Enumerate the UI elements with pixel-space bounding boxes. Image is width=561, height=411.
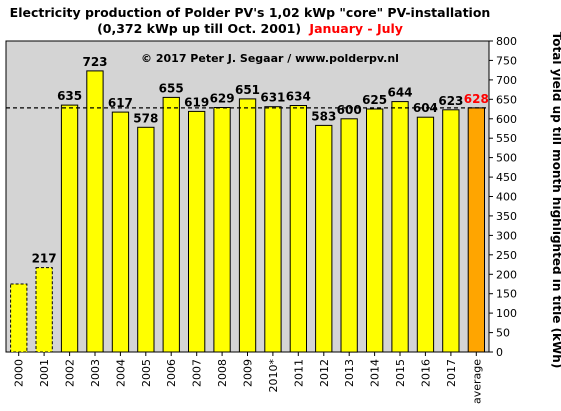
x-tick-label: 2000 <box>13 359 26 387</box>
chart-title-period: January - July <box>308 21 403 36</box>
bar-2012 <box>315 124 333 353</box>
data-label-2012: 583 <box>311 109 336 123</box>
x-tick-label: 2016 <box>419 359 432 387</box>
x-tick-label: 2008 <box>216 359 229 387</box>
y-tick-label: 350 <box>496 210 517 223</box>
bar-2001 <box>35 267 53 353</box>
y-tick-label: 550 <box>496 132 517 145</box>
bar-average <box>467 107 486 353</box>
bar-2002 <box>60 104 79 353</box>
bar-2010 <box>264 106 282 353</box>
data-label-average: 628 <box>464 92 489 106</box>
bar-2000 <box>10 283 28 353</box>
bar-2003 <box>86 70 104 353</box>
data-label-2011: 634 <box>286 90 311 104</box>
bar-2009 <box>238 98 257 353</box>
x-tick-label: 2004 <box>114 359 127 387</box>
y-tick-label: 700 <box>496 74 517 87</box>
data-label-2002: 635 <box>57 89 82 103</box>
y-tick-label: 400 <box>496 191 517 204</box>
x-tick-label: average <box>470 359 483 404</box>
data-label-2010: 631 <box>260 91 285 105</box>
copyright-notice: © 2017 Peter J. Segaar / www.polderpv.nl <box>141 52 399 65</box>
x-tick-label: 2002 <box>64 359 77 387</box>
bar-2014 <box>366 108 384 353</box>
bar-2015 <box>391 101 409 353</box>
y-tick-label: 300 <box>496 229 517 242</box>
y-tick-label: 100 <box>496 307 517 320</box>
y-tick-label: 250 <box>496 249 517 262</box>
x-tick-label: 2011 <box>292 359 305 387</box>
data-label-2009: 651 <box>235 83 260 97</box>
bar-2005 <box>137 126 155 353</box>
bar-2011 <box>289 105 308 353</box>
bar-2006 <box>162 96 180 353</box>
data-label-2017: 623 <box>438 94 463 108</box>
bars <box>10 70 486 353</box>
x-tick-label: 2015 <box>394 359 407 387</box>
data-label-2014: 625 <box>362 93 387 107</box>
data-label-2016: 604 <box>413 101 438 115</box>
y-tick-label: 150 <box>496 288 517 301</box>
data-label-2003: 723 <box>82 55 107 69</box>
x-tick-label: 2010* <box>267 359 280 393</box>
data-label-2005: 578 <box>133 111 158 125</box>
x-tick-label: 2009 <box>242 359 255 387</box>
x-tick-label: 2005 <box>140 359 153 387</box>
x-tick-label: 2012 <box>318 359 331 387</box>
bar-2017 <box>442 109 460 353</box>
y-tick-label: 450 <box>496 171 517 184</box>
y-tick-label: 200 <box>496 268 517 281</box>
x-tick-label: 2007 <box>191 359 204 387</box>
x-tick-label: 2006 <box>165 359 178 387</box>
data-label-2008: 629 <box>210 92 235 106</box>
data-label-2013: 600 <box>337 103 362 117</box>
x-tick-label: 2017 <box>445 359 458 387</box>
y-tick-label: 500 <box>496 152 517 165</box>
chart-title-line1: Electricity production of Polder PV's 1,… <box>10 5 491 20</box>
x-tick-label: 2014 <box>369 359 382 387</box>
chart-title-install-note: (0,372 kWp up till Oct. 2001) <box>97 21 301 36</box>
x-tick-label: 2001 <box>38 359 51 387</box>
y-tick-label: 0 <box>496 346 503 359</box>
x-tick-label: 2013 <box>343 359 356 387</box>
y-tick-label: 600 <box>496 113 517 126</box>
bar-2016 <box>416 116 435 353</box>
y-tick-label: 750 <box>496 54 517 67</box>
bar-2004 <box>111 111 130 353</box>
bar-2013 <box>340 118 358 353</box>
data-label-2006: 655 <box>159 81 184 95</box>
data-label-2007: 619 <box>184 95 209 109</box>
y-tick-label: 50 <box>496 327 510 340</box>
x-axis: 2000 2001 2002 2003 2004 2005 2006 2007 2008 2009… <box>13 352 483 404</box>
y-tick-label: 650 <box>496 93 517 106</box>
y-axis-label: Total yield up till month highlighted in… <box>550 32 561 369</box>
x-tick-label: 2003 <box>89 359 102 387</box>
chart-title-line2: (0,372 kWp up till Oct. 2001) January - … <box>97 21 403 36</box>
bar-2007 <box>188 110 206 353</box>
y-tick-label: 800 <box>496 35 517 48</box>
y-axis: 0 50 100 150 200 250 300 350 400 450 500 550 600 650 7… <box>489 35 517 359</box>
data-label-2001: 217 <box>32 252 57 266</box>
bar-2008 <box>213 107 231 353</box>
data-label-2015: 644 <box>387 86 412 100</box>
data-label-2004: 617 <box>108 96 133 110</box>
